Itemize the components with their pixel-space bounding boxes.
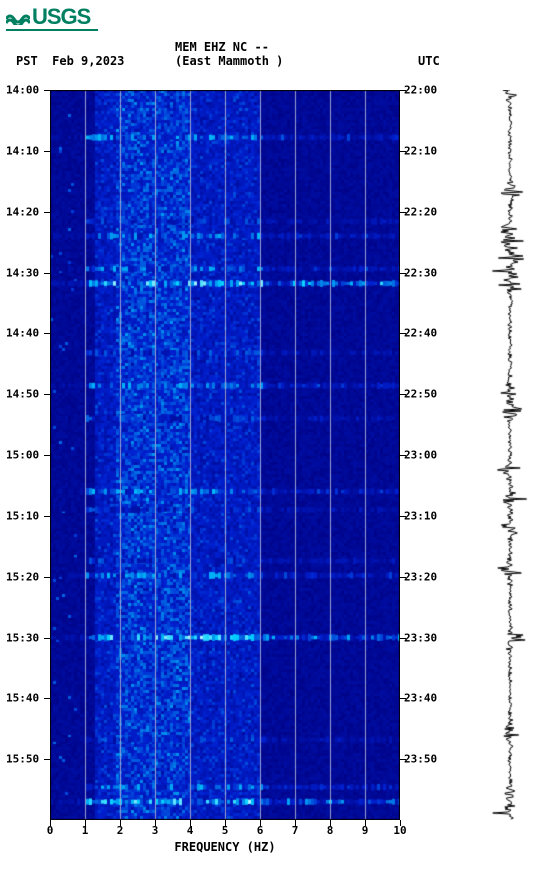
- time-tick-label: 23:20: [404, 570, 437, 583]
- time-tick-label: 23:30: [404, 631, 437, 644]
- station-code: MEM EHZ NC --: [175, 40, 269, 54]
- spectrogram-chart: [50, 90, 400, 820]
- frequency-axis: 012345678910: [50, 824, 400, 838]
- time-tick-label: 14:40: [6, 327, 39, 340]
- time-tick-label: 14:50: [6, 388, 39, 401]
- time-tick-label: 22:40: [404, 327, 437, 340]
- time-tick-label: 23:00: [404, 449, 437, 462]
- utc-label: UTC: [418, 54, 440, 68]
- time-tick-label: 15:20: [6, 570, 39, 583]
- time-tick-label: 23:40: [404, 692, 437, 705]
- time-tick-label: 22:50: [404, 388, 437, 401]
- time-tick-label: 15:00: [6, 449, 39, 462]
- logo-text: USGS: [32, 4, 90, 29]
- time-tick-label: 23:50: [404, 753, 437, 766]
- time-tick-label: 22:30: [404, 266, 437, 279]
- usgs-logo: USGS: [6, 4, 98, 31]
- time-tick-label: 15:10: [6, 509, 39, 522]
- time-tick-label: 22:20: [404, 205, 437, 218]
- time-tick-label: 14:00: [6, 84, 39, 97]
- right-time-axis: 22:0022:1022:2022:3022:4022:5023:0023:10…: [404, 90, 448, 820]
- pst-label: PST: [16, 54, 38, 68]
- time-tick-label: 14:10: [6, 144, 39, 157]
- time-tick-label: 15:30: [6, 631, 39, 644]
- time-tick-label: 15:50: [6, 753, 39, 766]
- seismogram-trace: [480, 90, 540, 820]
- time-tick-label: 14:20: [6, 205, 39, 218]
- frequency-axis-title: FREQUENCY (HZ): [50, 840, 400, 854]
- time-tick-label: 15:40: [6, 692, 39, 705]
- date-label: Feb 9,2023: [52, 54, 124, 68]
- time-tick-label: 23:10: [404, 509, 437, 522]
- time-tick-label: 22:00: [404, 84, 437, 97]
- spectrogram-canvas: [50, 90, 400, 820]
- time-tick-label: 14:30: [6, 266, 39, 279]
- time-tick-label: 22:10: [404, 144, 437, 157]
- station-name: (East Mammoth ): [175, 54, 283, 68]
